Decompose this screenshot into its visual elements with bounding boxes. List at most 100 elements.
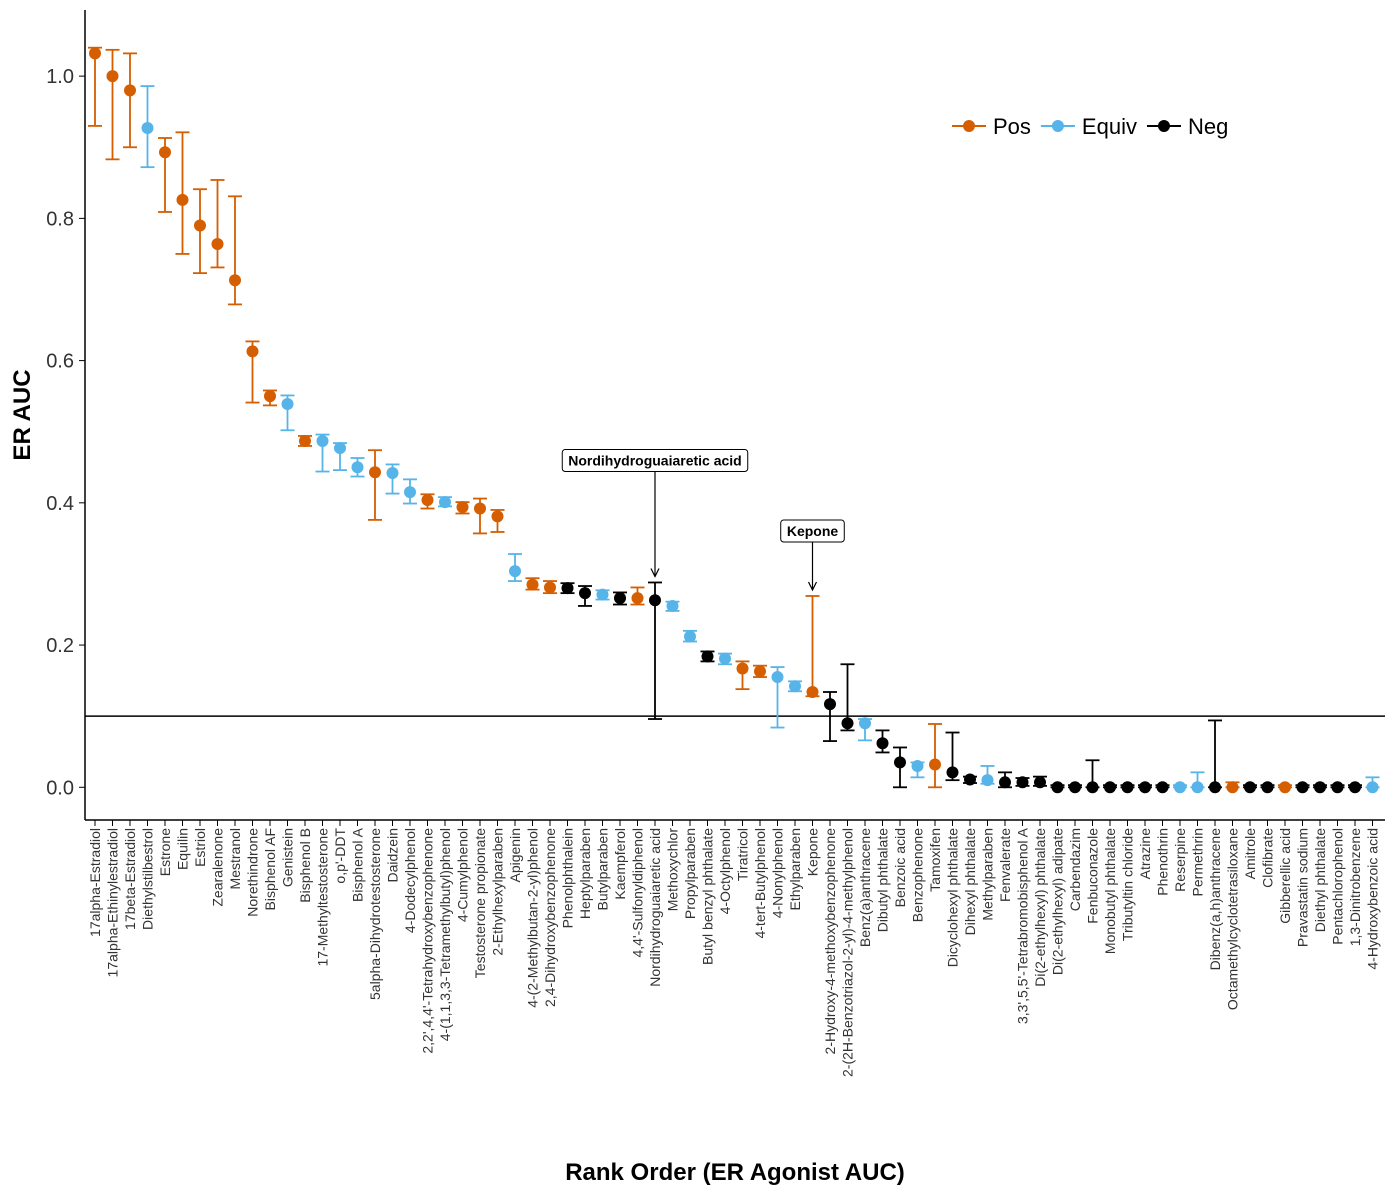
x-tick-label: Daidzein: [385, 828, 401, 882]
point: [894, 756, 906, 769]
x-tick-label: Bisphenol A: [350, 827, 366, 902]
point: [491, 510, 504, 523]
error-bar: [928, 723, 942, 789]
point: [824, 698, 836, 711]
point: [999, 776, 1011, 789]
x-tick-label: Mestranol: [227, 828, 243, 889]
legend-dot: [1051, 120, 1064, 132]
annotation-arrowhead: [807, 581, 818, 592]
x-tick-label: Pravastatin sodium: [1295, 828, 1311, 947]
x-tick-label: Benzophenone: [910, 828, 926, 922]
point: [1244, 781, 1256, 794]
point: [386, 466, 399, 479]
x-tick-label: Reserpine: [1172, 828, 1188, 892]
point: [754, 665, 766, 678]
point: [929, 758, 941, 771]
x-tick-label: 4-(2-Methylbutan-2-yl)phenol: [525, 828, 541, 1008]
x-tick-label: Butyl benzyl phthalate: [700, 828, 716, 965]
x-tick-label: Dibenz(a,h)anthracene: [1207, 828, 1223, 971]
point: [509, 565, 521, 578]
point: [1174, 781, 1186, 794]
point: [1279, 781, 1291, 794]
x-tick-label: o,p'-DDT: [332, 828, 348, 884]
point: [141, 122, 154, 135]
point: [684, 630, 696, 643]
x-tick-label: 2-Ethylhexylparaben: [490, 828, 506, 956]
point: [1016, 776, 1029, 789]
point: [806, 685, 819, 698]
x-tick-label: Methoxychlor: [665, 828, 681, 912]
point: [456, 501, 469, 514]
point: [369, 466, 381, 479]
x-tick-label: Genistein: [280, 828, 296, 887]
point: [1261, 781, 1274, 794]
x-tick-label: 4-Hydroxybenzoic acid: [1365, 828, 1381, 970]
y-tick-label: 0.0: [46, 777, 74, 799]
point: [964, 773, 976, 786]
point: [841, 717, 854, 730]
error-bar: [88, 46, 102, 127]
x-tick-label: Dicyclohexyl phthalate: [945, 828, 961, 968]
annotation-box: [780, 519, 845, 543]
x-tick-label: Octamethylcyclotetrasiloxane: [1225, 828, 1241, 1010]
point: [719, 652, 731, 665]
x-tick-label: 1,3-Dinitrobenzene: [1347, 828, 1363, 947]
point: [876, 737, 889, 750]
x-tick-label: Di(2-ethylhexyl) phthalate: [1032, 828, 1048, 987]
x-tick-label: Benzoic acid: [892, 828, 908, 907]
point: [316, 434, 329, 447]
point: [246, 345, 259, 358]
x-tick-label: Phenolphthalein: [560, 828, 576, 928]
y-tick-label: 0.8: [46, 208, 74, 230]
legend-label: Equiv: [1082, 114, 1137, 139]
legend-label: Pos: [993, 114, 1031, 139]
point: [526, 578, 539, 591]
point: [194, 219, 206, 232]
error-bar: [105, 48, 120, 161]
point: [1051, 781, 1064, 794]
point: [1349, 781, 1361, 794]
point: [1226, 781, 1239, 794]
point: [561, 582, 574, 595]
x-tick-label: Bisphenol B: [297, 828, 313, 903]
point: [351, 461, 364, 474]
x-tick-label: 4-Dodecylphenol: [402, 828, 418, 933]
y-tick-label: 0.6: [46, 351, 74, 373]
x-tick-label: Norethindrone: [245, 828, 261, 917]
point: [1209, 781, 1221, 794]
point: [946, 766, 959, 779]
x-tick-label: Dibutyl phthalate: [875, 828, 891, 933]
x-tick-label: Carbendazim: [1067, 828, 1083, 911]
point: [631, 592, 644, 605]
x-tick-label: Butylparaben: [595, 828, 611, 911]
x-tick-label: Dihexyl phthalate: [962, 828, 978, 936]
x-tick-label: 4,4'-Sulfonyldiphenol: [630, 828, 646, 958]
error-bar: [175, 131, 190, 255]
x-tick-label: Phenothrin: [1155, 828, 1171, 896]
x-tick-label: Clofibrate: [1260, 828, 1276, 888]
x-tick-label: Bisphenol AF: [262, 828, 278, 911]
annotation-label: Kepone: [787, 523, 839, 539]
error-bar: [210, 179, 225, 269]
x-tick-label: Fenbuconazole: [1085, 828, 1101, 924]
x-tick-label: Heptylparaben: [577, 828, 593, 919]
point: [89, 47, 101, 60]
point: [334, 442, 346, 455]
point: [544, 581, 556, 594]
point: [701, 650, 714, 663]
x-tick-label: Diethyl phthalate: [1312, 828, 1328, 933]
x-tick-label: Propylparaben: [682, 828, 698, 919]
point: [159, 146, 171, 159]
error-bar: [1208, 719, 1222, 789]
x-tick-label: Tamoxifen: [927, 828, 943, 892]
x-tick-label: 4-Octylphenol: [717, 828, 733, 914]
x-tick-label: 5alpha-Dihydrotestosterone: [367, 828, 383, 1000]
point: [1034, 776, 1046, 789]
x-tick-label: Estriol: [192, 828, 208, 867]
point: [421, 493, 434, 506]
x-tick-label: Apigenin: [507, 828, 523, 883]
point: [579, 587, 591, 600]
point: [614, 592, 626, 605]
point: [736, 662, 749, 675]
x-tick-label: Zearalenone: [210, 828, 226, 907]
